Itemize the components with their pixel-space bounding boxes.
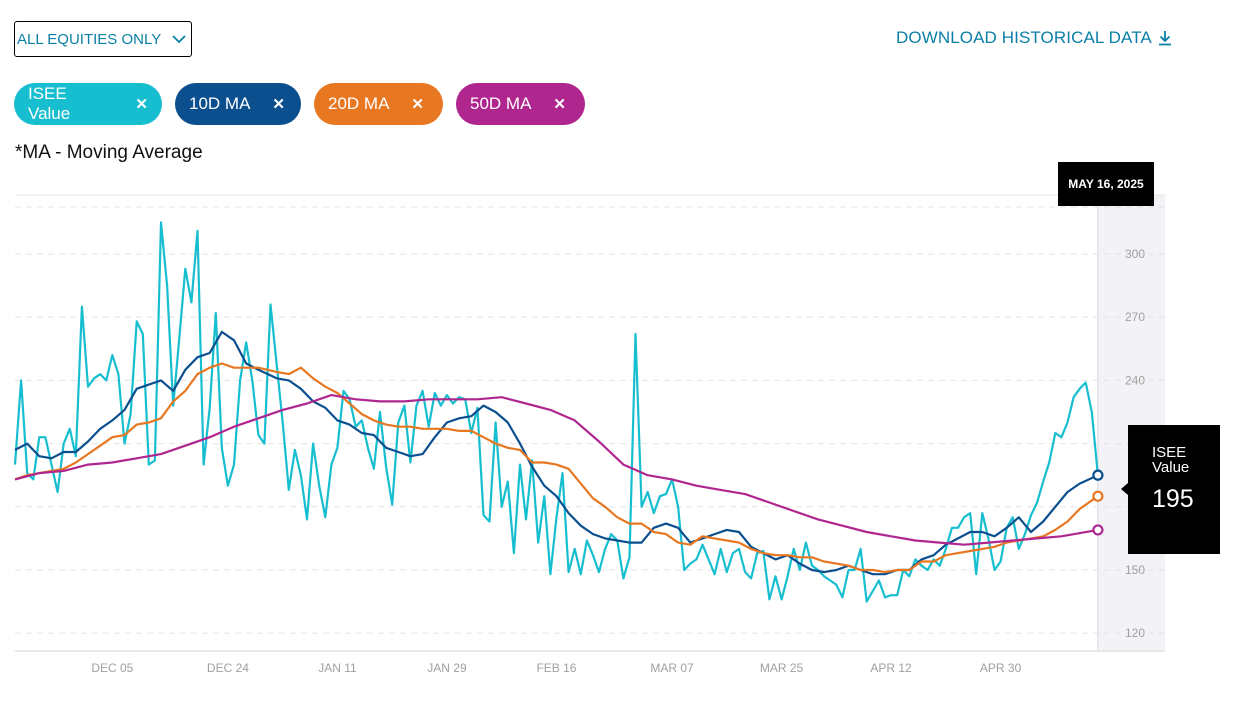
download-label: DOWNLOAD HISTORICAL DATA — [896, 28, 1152, 47]
chevron-down-icon — [172, 35, 186, 44]
equities-filter-label: ALL EQUITIES ONLY — [17, 30, 162, 48]
y-tick-label: 240 — [1125, 373, 1145, 387]
x-tick-label: JAN 11 — [318, 661, 357, 675]
moving-average-note: *MA - Moving Average — [15, 142, 203, 163]
chip-10d-ma[interactable]: 10D MA ✕ — [175, 83, 301, 125]
value-tooltip: ISEE Value 195 — [1121, 425, 1220, 554]
y-tick-label: 270 — [1125, 310, 1145, 324]
chip-label: 10D MA — [189, 94, 251, 113]
series-end-marker — [1092, 524, 1104, 536]
close-icon[interactable]: ✕ — [553, 96, 566, 113]
download-historical-data-link[interactable]: DOWNLOAD HISTORICAL DATA — [896, 28, 1172, 48]
x-tick-label: MAR 07 — [650, 661, 694, 675]
chip-label: ISEE Value — [28, 84, 71, 123]
x-tick-label: MAR 25 — [760, 661, 804, 675]
series-end-marker — [1092, 490, 1104, 502]
x-tick-label: APR 30 — [980, 661, 1022, 675]
close-icon[interactable]: ✕ — [411, 96, 424, 113]
series-end-marker — [1092, 469, 1104, 481]
equities-filter-dropdown[interactable]: ALL EQUITIES ONLY — [14, 21, 192, 57]
tooltip-series-name: ISEE Value — [1152, 444, 1190, 476]
x-tick-label: JAN 29 — [427, 661, 467, 675]
series-chips: ISEE Value ✕ 10D MA ✕ 20D MA ✕ 50D MA ✕ — [14, 83, 585, 125]
x-tick-label: FEB 16 — [536, 661, 576, 675]
close-icon[interactable]: ✕ — [135, 96, 148, 113]
tooltip-arrow — [1121, 483, 1128, 495]
hover-band — [1097, 195, 1165, 650]
x-tick-label: DEC 24 — [207, 661, 249, 675]
chip-50d-ma[interactable]: 50D MA ✕ — [456, 83, 585, 125]
chip-label: 50D MA — [470, 94, 532, 113]
tooltip-value: 195 — [1152, 485, 1194, 513]
y-tick-label: 150 — [1125, 563, 1145, 577]
chip-label: 20D MA — [328, 94, 390, 113]
y-tick-label: 300 — [1125, 247, 1145, 261]
x-tick-label: DEC 05 — [91, 661, 133, 675]
date-tooltip: MAY 16, 2025 — [1058, 162, 1154, 206]
series-line-20d-ma — [14, 362, 1099, 574]
close-icon[interactable]: ✕ — [272, 96, 285, 113]
download-icon — [1158, 31, 1171, 46]
chip-isee-value[interactable]: ISEE Value ✕ — [14, 83, 162, 125]
series-line-50d-ma — [14, 394, 1099, 546]
chip-20d-ma[interactable]: 20D MA ✕ — [314, 83, 443, 125]
y-tick-label: 120 — [1125, 626, 1145, 640]
x-tick-label: APR 12 — [870, 661, 912, 675]
